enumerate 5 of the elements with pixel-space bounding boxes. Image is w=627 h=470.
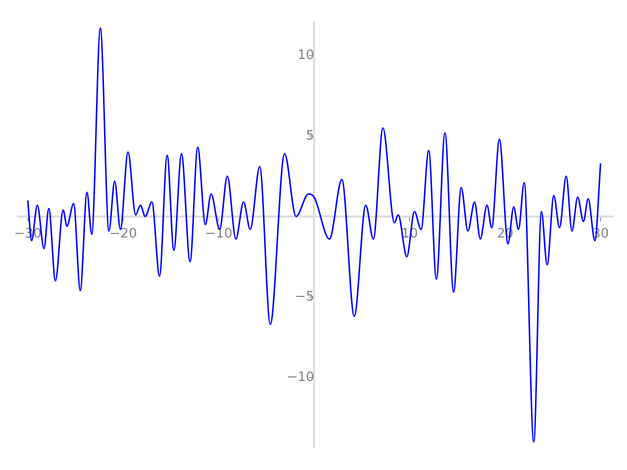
- x-tick-label: −10: [205, 226, 232, 242]
- y-tick-label: 10: [298, 48, 314, 63]
- y-tick-label: −10: [286, 370, 314, 385]
- y-tick-label: −5: [295, 289, 314, 304]
- x-tick-label: −20: [110, 226, 137, 242]
